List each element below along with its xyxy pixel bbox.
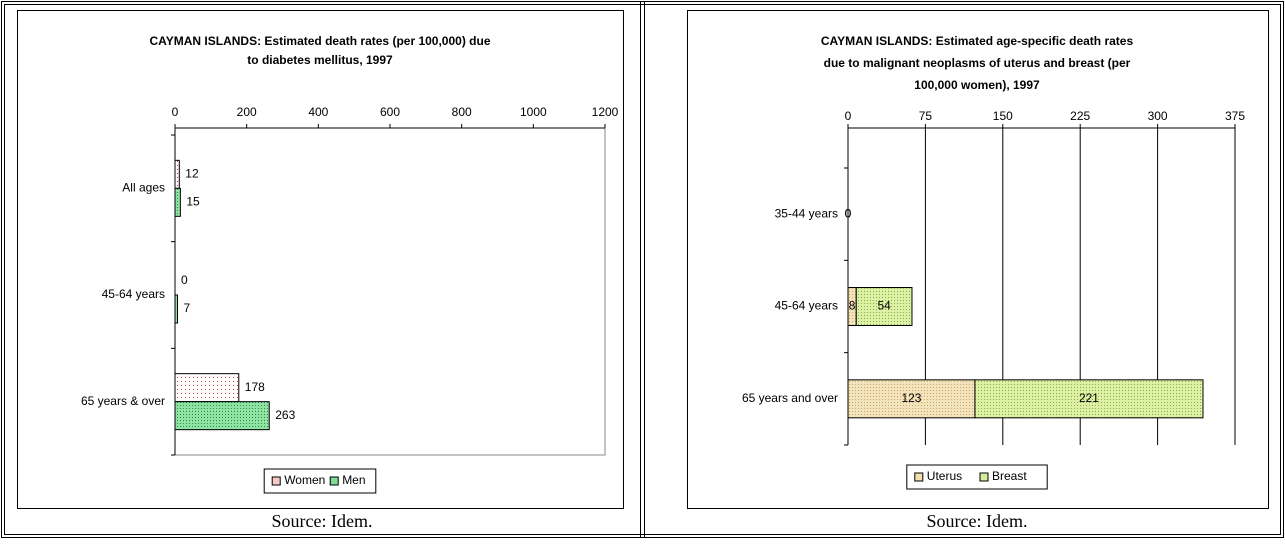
data-label: 12 bbox=[185, 167, 199, 181]
chart-title: CAYMAN ISLANDS: Estimated death rates (p… bbox=[150, 34, 491, 48]
legend-label: Breast bbox=[992, 469, 1027, 483]
x-tick-label: 375 bbox=[1225, 109, 1245, 123]
bar bbox=[174, 187, 181, 217]
y-tick-label: All ages bbox=[122, 181, 165, 195]
x-tick-label: 75 bbox=[919, 109, 933, 123]
data-label: 0 bbox=[845, 206, 852, 220]
legend-swatch bbox=[914, 472, 924, 482]
chart-title: due to malignant neoplasms of uterus and… bbox=[824, 56, 1131, 70]
bar bbox=[174, 401, 270, 431]
data-label: 221 bbox=[1079, 391, 1099, 405]
legend-box bbox=[906, 464, 1048, 490]
y-tick-label: 65 years & over bbox=[81, 394, 165, 408]
x-tick-label: 150 bbox=[993, 109, 1013, 123]
legend-label: Uterus bbox=[927, 469, 962, 483]
data-label: 7 bbox=[184, 301, 191, 315]
x-tick-label: 0 bbox=[172, 105, 179, 119]
x-tick-label: 800 bbox=[452, 105, 472, 119]
bar bbox=[174, 373, 240, 403]
bar-segment bbox=[847, 379, 976, 419]
data-label: 0 bbox=[845, 206, 852, 220]
x-tick-label: 1000 bbox=[520, 105, 547, 119]
x-tick-label: 1200 bbox=[592, 105, 619, 119]
legend-label: Men bbox=[342, 473, 365, 487]
data-label: 8 bbox=[849, 299, 856, 313]
x-tick-label: 400 bbox=[308, 105, 328, 119]
legend-box bbox=[263, 468, 377, 494]
y-tick-label: 35-44 years bbox=[775, 206, 838, 220]
data-label: 15 bbox=[186, 195, 200, 209]
caption: Source: Idem. bbox=[927, 511, 1028, 531]
chart-title: CAYMAN ISLANDS: Estimated age-specific d… bbox=[821, 34, 1134, 48]
bar-segment bbox=[855, 287, 913, 326]
data-label: 0 bbox=[181, 273, 188, 287]
bar bbox=[174, 159, 180, 189]
x-tick-label: 600 bbox=[380, 105, 400, 119]
data-label: 54 bbox=[877, 299, 891, 313]
legend-swatch bbox=[329, 476, 339, 486]
x-tick-label: 300 bbox=[1148, 109, 1168, 123]
legend-swatch bbox=[271, 476, 281, 486]
bar bbox=[174, 294, 179, 324]
data-label: 123 bbox=[901, 391, 921, 405]
data-label: 263 bbox=[275, 408, 295, 422]
bar-segment bbox=[974, 379, 1204, 419]
x-tick-label: 200 bbox=[237, 105, 257, 119]
y-tick-label: 45-64 years bbox=[775, 299, 838, 313]
chart-title: 100,000 women), 1997 bbox=[914, 78, 1040, 92]
x-tick-label: 0 bbox=[845, 109, 852, 123]
x-tick-label: 225 bbox=[1070, 109, 1090, 123]
legend-swatch bbox=[979, 472, 989, 482]
y-tick-label: 45-64 years bbox=[102, 287, 165, 301]
legend-label: Women bbox=[284, 473, 325, 487]
data-label: 178 bbox=[245, 380, 265, 394]
chart-title: to diabetes mellitus, 1997 bbox=[247, 53, 393, 67]
caption: Source: Idem. bbox=[272, 511, 373, 531]
y-tick-label: 65 years and over bbox=[742, 391, 838, 405]
